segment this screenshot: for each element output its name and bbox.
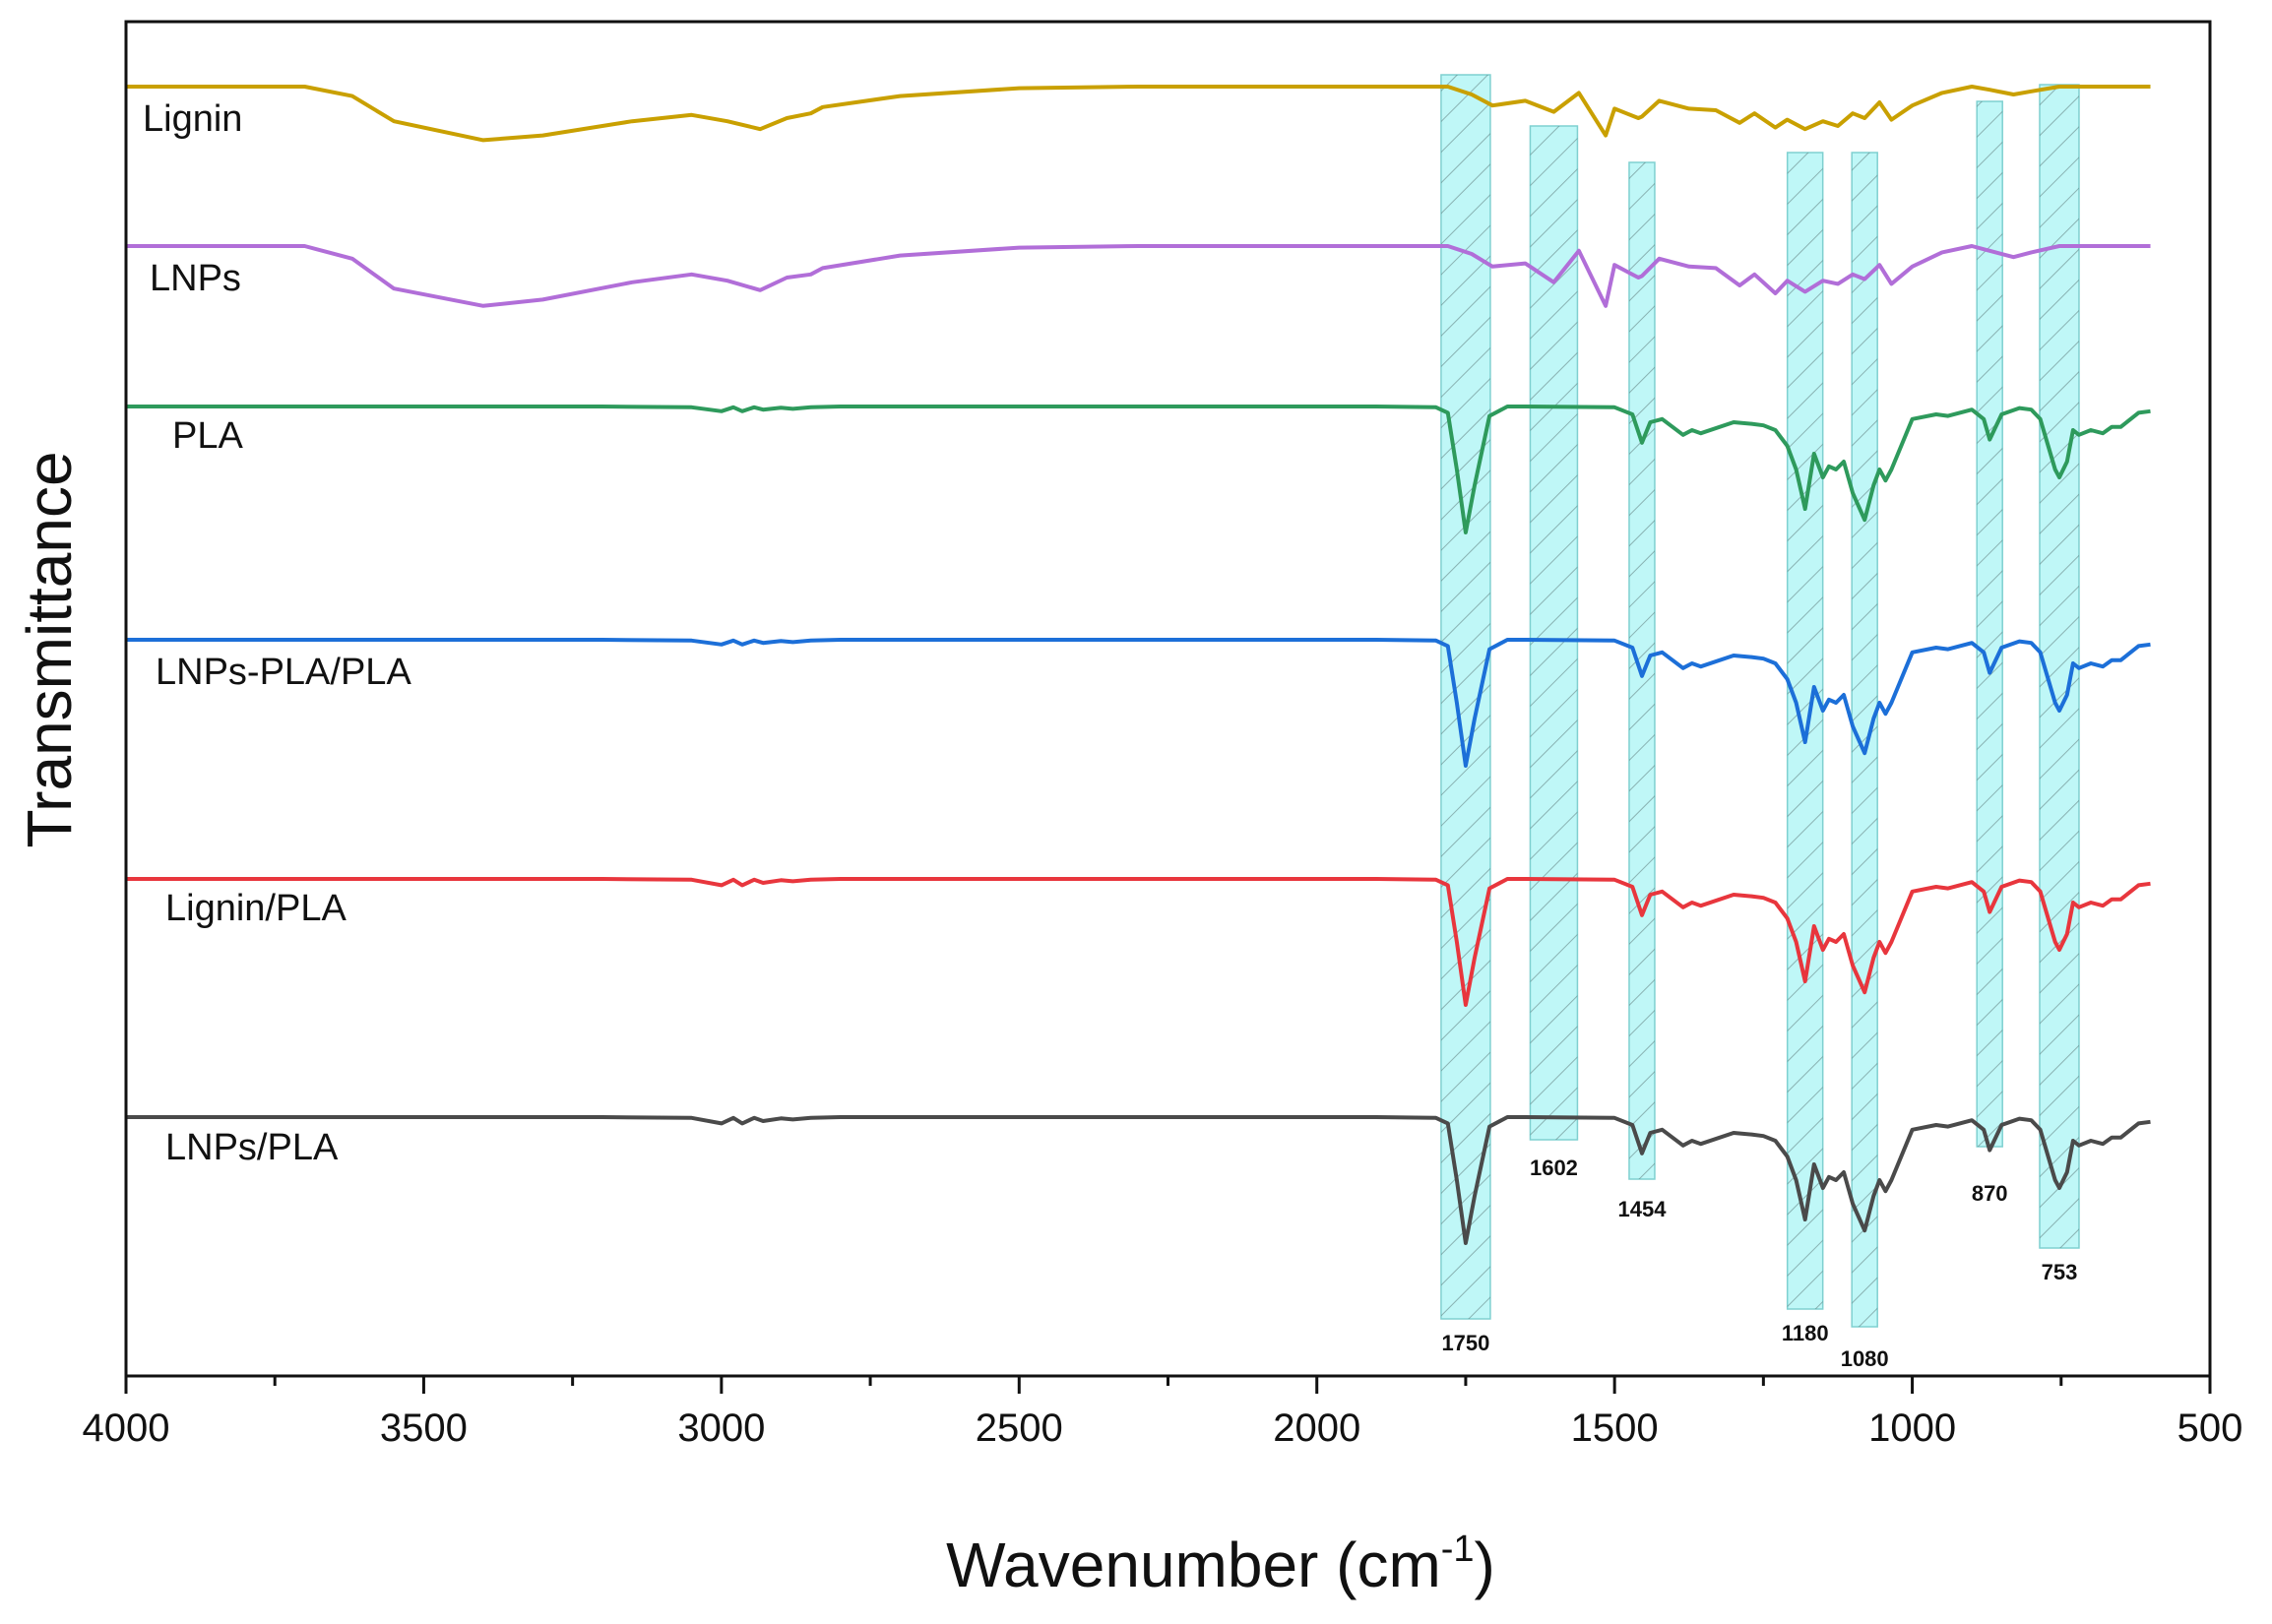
x-tick-label: 2500 xyxy=(976,1406,1063,1450)
series-line-lignin xyxy=(126,85,2151,143)
x-axis-title: Wavenumber (cm-1) xyxy=(946,1529,1495,1600)
x-tick-label: 4000 xyxy=(83,1406,170,1450)
x-tick-label: 500 xyxy=(2177,1406,2243,1450)
band-label: 870 xyxy=(1972,1181,2008,1206)
highlight-band-hatch xyxy=(1530,126,1578,1140)
spectra: Lignin LNPs PLA LNPs-PLA/PLA Lignin/PLA LNPs/… xyxy=(126,85,2151,1245)
series-line-pla xyxy=(126,405,2151,534)
series-label: Lignin/PLA xyxy=(165,888,347,929)
series-label: Lignin xyxy=(143,98,242,140)
series-label: LNPs xyxy=(150,258,241,299)
series-line-lnps-pla xyxy=(126,1115,2151,1245)
x-tick-label: 3500 xyxy=(380,1406,468,1450)
plot-frame xyxy=(124,20,2212,1378)
series-label: PLA xyxy=(172,415,243,457)
band-label: 753 xyxy=(2042,1260,2078,1284)
series-label: LNPs-PLA/PLA xyxy=(156,652,411,693)
x-tick-label: 1000 xyxy=(1868,1406,1956,1450)
band-label: 1454 xyxy=(1617,1197,1667,1221)
highlight-band-hatch xyxy=(1440,75,1490,1319)
series-label: LNPs/PLA xyxy=(165,1127,339,1168)
band-label: 1750 xyxy=(1441,1331,1489,1355)
highlight-bands: 1750 1602 1454 1180 1080 870 753 xyxy=(1440,74,2080,1371)
series-line-lnps-pla-pla xyxy=(126,638,2151,768)
highlight-band-hatch xyxy=(1977,101,2003,1147)
x-tick-label: 3000 xyxy=(677,1406,765,1450)
highlight-band-hatch xyxy=(1852,153,1878,1327)
band-label: 1180 xyxy=(1782,1321,1829,1345)
series-line-lignin-pla xyxy=(126,877,2151,1007)
x-axis: 4000 3500 3000 2500 2000 1500 1000 500 xyxy=(83,1376,2243,1450)
series-line-lnps xyxy=(126,244,2151,308)
band-label: 1602 xyxy=(1530,1156,1578,1180)
band-label: 1080 xyxy=(1841,1346,1889,1371)
y-axis-title: Transmittance xyxy=(14,451,85,847)
x-tick-label: 2000 xyxy=(1273,1406,1360,1450)
x-tick-label: 1500 xyxy=(1571,1406,1659,1450)
